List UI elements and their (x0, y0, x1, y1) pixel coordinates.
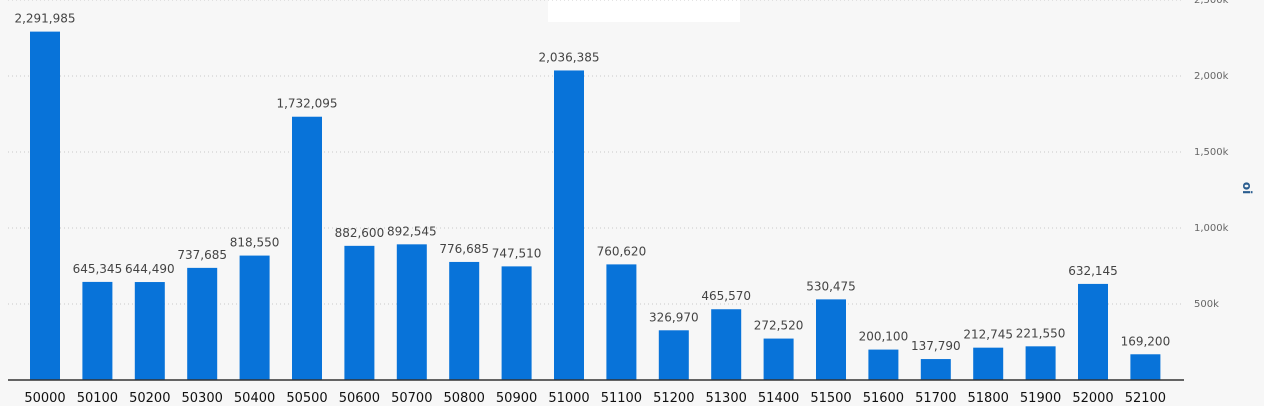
data-label: 1,732,095 (276, 97, 337, 111)
data-label: 747,510 (492, 246, 542, 260)
data-label: 169,200 (1121, 334, 1171, 348)
data-label: 212,745 (963, 328, 1013, 342)
x-tick-label: 52100 (1125, 391, 1166, 406)
data-label: 737,685 (177, 248, 227, 262)
data-label: 221,550 (1016, 326, 1066, 340)
x-tick-label: 50900 (496, 391, 537, 406)
data-label: 326,970 (649, 310, 699, 324)
bar[interactable] (763, 338, 794, 380)
bar[interactable] (187, 267, 218, 380)
data-label: 200,100 (859, 330, 909, 344)
y-tick-label: 2,000k (1194, 71, 1229, 82)
x-tick-label: 51200 (653, 391, 694, 406)
x-tick-label: 51100 (601, 391, 642, 406)
y-tick-label: 1,500k (1194, 147, 1229, 158)
data-label: 530,475 (806, 279, 856, 293)
x-tick-label: 50700 (391, 391, 432, 406)
bar[interactable] (134, 282, 165, 380)
bar[interactable] (1078, 283, 1108, 380)
x-tick-label: 50600 (339, 391, 380, 406)
x-tick-label: 50100 (77, 391, 118, 406)
x-tick-label: 51900 (1020, 391, 1061, 406)
data-label: 818,550 (230, 236, 280, 250)
bar[interactable] (344, 245, 375, 380)
bar[interactable] (554, 70, 584, 380)
x-tick-label: 50300 (182, 391, 223, 406)
bar[interactable] (82, 281, 113, 380)
data-label: 645,345 (73, 262, 123, 276)
data-label: 137,790 (911, 339, 961, 353)
x-tick-label: 51300 (706, 391, 747, 406)
title-area-patch (548, 0, 740, 22)
bar[interactable] (711, 309, 742, 380)
x-tick-label: 50800 (444, 391, 485, 406)
data-label: 882,600 (335, 226, 385, 240)
bar[interactable] (973, 347, 1004, 380)
bar[interactable] (396, 244, 427, 380)
x-tick-label: 51400 (758, 391, 799, 406)
data-label: 776,685 (439, 242, 489, 256)
data-label: 2,036,385 (538, 50, 599, 64)
bar[interactable] (816, 299, 846, 380)
x-tick-label: 52000 (1072, 391, 1113, 406)
data-label: 892,545 (387, 224, 437, 238)
x-axis-ticks: 50000 50100 50200 50300 50400 50500 50600 50700… (24, 391, 1166, 406)
x-tick-label: 50000 (24, 391, 65, 406)
y-tick-label: 500k (1194, 299, 1219, 310)
bar[interactable] (920, 359, 951, 380)
bars (30, 31, 1161, 380)
bar[interactable] (868, 349, 899, 380)
data-label: 2,291,985 (14, 12, 75, 26)
data-label: 632,145 (1068, 264, 1118, 278)
x-tick-label: 51600 (863, 391, 904, 406)
x-tick-label: 50500 (286, 391, 327, 406)
data-label: 760,620 (597, 244, 647, 258)
data-label: 644,490 (125, 262, 175, 276)
bar[interactable] (449, 261, 480, 380)
x-tick-label: 50200 (129, 391, 170, 406)
y-axis-ticks: 500k 1,000k 1,500k 2,000k 2,500k (1194, 0, 1229, 310)
x-tick-label: 51500 (810, 391, 851, 406)
bar[interactable] (606, 264, 637, 380)
data-label: 465,570 (701, 289, 751, 303)
x-tick-label: 50400 (234, 391, 275, 406)
bar[interactable] (501, 266, 532, 380)
bar[interactable] (1025, 346, 1056, 380)
data-label: 272,520 (754, 319, 804, 333)
bar[interactable] (30, 31, 60, 380)
x-tick-label: 51000 (548, 391, 589, 406)
x-tick-label: 51700 (915, 391, 956, 406)
bar[interactable] (239, 255, 270, 380)
bar[interactable] (1130, 354, 1161, 380)
y-axis-title: oi (1240, 182, 1254, 194)
bar[interactable] (658, 330, 689, 380)
y-tick-label: 2,500k (1194, 0, 1229, 6)
bar[interactable] (292, 116, 322, 380)
x-tick-label: 51800 (968, 391, 1009, 406)
y-tick-label: 1,000k (1194, 223, 1229, 234)
